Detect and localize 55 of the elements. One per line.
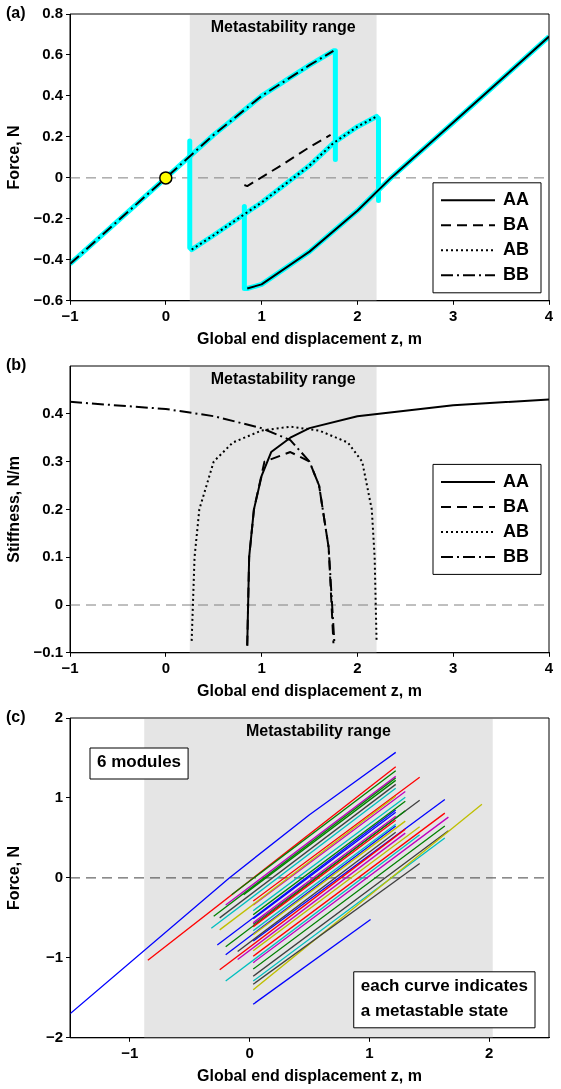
x-axis-title: Global end displacement z, m: [197, 1066, 422, 1084]
y-tick-label: 0.2: [42, 499, 63, 517]
x-tick-label: 0: [161, 658, 170, 676]
x-tick-label: 0: [161, 306, 170, 324]
legend-label: BB: [503, 264, 529, 285]
x-tick-label: −1: [121, 1043, 139, 1061]
y-tick-label: −2: [45, 1027, 63, 1045]
text: (c): [6, 708, 26, 726]
x-tick-label: 1: [257, 306, 266, 324]
text: (a): [6, 4, 26, 22]
x-tick-label: 1: [365, 1043, 374, 1061]
x-axis-title: Global end displacement z, m: [197, 329, 422, 347]
y-tick-label: 0.2: [42, 127, 63, 145]
x-tick-label: 3: [449, 658, 458, 676]
x-tick-label: 2: [484, 1043, 494, 1061]
y-axis-title: Force, N: [5, 125, 23, 190]
x-tick-label: 2: [353, 658, 362, 676]
legend-label: AA: [503, 470, 529, 491]
y-tick-label: 0: [54, 168, 63, 186]
x-tick-label: 2: [353, 306, 362, 324]
x-tick-label: 0: [245, 1043, 254, 1061]
annotation: each curve indicates a metastable state: [360, 975, 529, 1020]
y-tick-label: 0.1: [42, 547, 63, 565]
band-label: Metastability range: [210, 370, 356, 388]
y-tick-label: 0.4: [42, 86, 64, 104]
y-tick-label: 0.6: [42, 45, 63, 63]
x-tick-label: 3: [449, 306, 458, 324]
legend-label: AB: [503, 520, 529, 541]
y-axis-title: Stiffness, N/m: [5, 456, 23, 563]
y-tick-label: 1: [54, 788, 63, 806]
band-label: Metastability range: [246, 722, 392, 740]
x-axis-title: Global end displacement z, m: [197, 681, 422, 699]
y-tick-label: −0.6: [33, 290, 63, 308]
legend-label: BA: [503, 495, 529, 516]
y-axis-title: Force, N: [5, 845, 23, 910]
annotation: 6 modules: [97, 752, 182, 772]
legend-label: AA: [503, 189, 529, 210]
y-tick-label: 0: [54, 595, 63, 613]
y-tick-label: −0.2: [33, 209, 63, 226]
y-tick-label: −0.1: [33, 642, 63, 660]
legend-label: BB: [503, 545, 529, 566]
legend-label: AB: [503, 239, 529, 260]
text: (b): [6, 356, 27, 374]
y-tick-label: −1: [45, 947, 63, 965]
y-tick-label: 0.3: [42, 451, 63, 469]
y-tick-label: 0: [54, 868, 63, 886]
legend-label: BA: [503, 214, 529, 235]
y-tick-label: 2: [54, 708, 63, 726]
x-tick-label: 4: [544, 306, 554, 324]
y-tick-label: 0.4: [42, 403, 64, 421]
y-tick-label: 0.8: [42, 4, 63, 22]
x-tick-label: 4: [544, 658, 554, 676]
x-tick-label: 1: [257, 658, 266, 676]
y-tick-label: −0.4: [33, 249, 64, 267]
band-label: Metastability range: [210, 18, 356, 36]
